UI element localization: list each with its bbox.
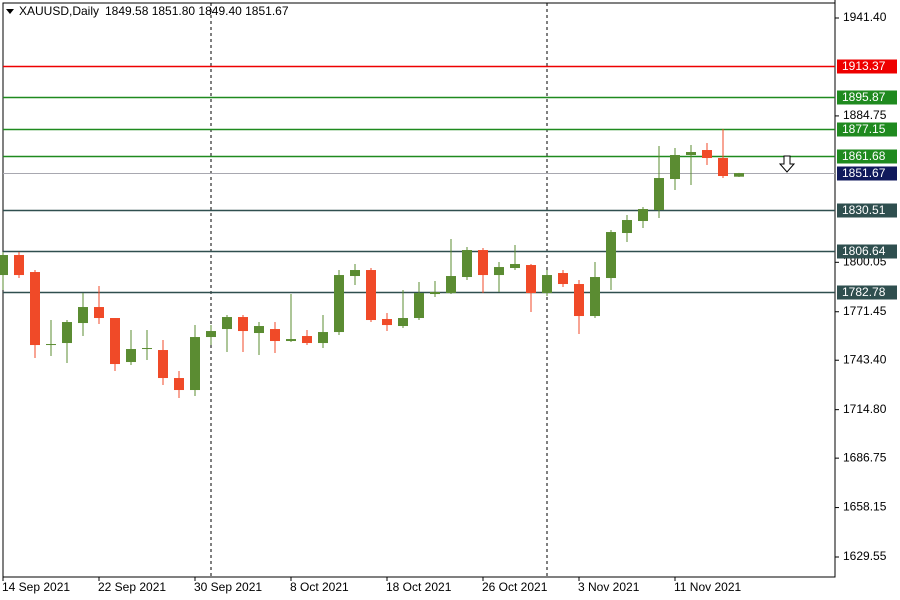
- candle-body: [270, 329, 280, 342]
- candle-body: [446, 276, 456, 294]
- x-tick-label: 14 Sep 2021: [2, 580, 70, 594]
- sell-arrow-icon: [778, 155, 796, 173]
- candle-body: [622, 220, 632, 234]
- candle-body: [222, 317, 232, 330]
- candle-body: [510, 264, 520, 269]
- ohlc-header: 1849.58 1851.80 1849.40 1851.67: [105, 4, 289, 18]
- candle-body: [238, 317, 248, 332]
- x-tick-label: 18 Oct 2021: [386, 580, 452, 594]
- y-tick-label: 1941.40: [843, 10, 887, 24]
- candle-body: [526, 265, 536, 294]
- candle-body: [430, 292, 440, 295]
- level-label-box: [837, 244, 897, 259]
- candle-body: [702, 150, 712, 159]
- candle-body: [190, 337, 200, 391]
- level-label: 1806.64: [842, 244, 886, 258]
- candle-body: [286, 339, 296, 342]
- candle-body: [142, 348, 152, 350]
- candle-body: [94, 307, 104, 319]
- candle-body: [0, 255, 8, 276]
- candle-body: [334, 275, 344, 333]
- level-label: 1861.68: [842, 149, 886, 163]
- candle-body: [670, 155, 680, 180]
- level-label-box: [837, 122, 897, 137]
- candle-body: [254, 326, 264, 334]
- candle-body: [78, 307, 88, 324]
- y-tick-label: 1771.45: [843, 304, 887, 318]
- candle-body: [174, 378, 184, 391]
- candle-body: [654, 178, 664, 211]
- candle-body: [318, 332, 328, 344]
- x-tick-label: 30 Sep 2021: [194, 580, 262, 594]
- y-tick-label: 1884.75: [843, 108, 887, 122]
- candle-body: [494, 267, 504, 276]
- candle-body: [366, 270, 376, 321]
- candle-body: [542, 275, 552, 294]
- y-tick-label: 1658.15: [843, 500, 887, 514]
- candle-body: [734, 173, 744, 177]
- candle-body: [62, 322, 72, 344]
- candle-body: [14, 255, 24, 276]
- candle-body: [158, 350, 168, 379]
- level-label-box: [837, 90, 897, 105]
- candle-body: [686, 152, 696, 156]
- candle-body: [110, 318, 120, 365]
- candle-body: [462, 250, 472, 278]
- level-label: 1830.51: [842, 203, 886, 217]
- candle-body: [574, 284, 584, 317]
- y-tick-label: 1686.75: [843, 450, 887, 464]
- level-label: 1782.78: [842, 285, 886, 299]
- x-tick-label: 22 Sep 2021: [98, 580, 166, 594]
- candle-body: [206, 331, 216, 338]
- symbol-menu-arrow[interactable]: [6, 9, 14, 14]
- chart-title: XAUUSD,Daily: [19, 4, 99, 18]
- level-label-box: [837, 59, 897, 74]
- x-tick-label: 11 Nov 2021: [674, 580, 741, 594]
- candle-body: [398, 318, 408, 327]
- y-tick-label: 1629.55: [843, 549, 887, 563]
- level-label-box: [837, 285, 897, 300]
- y-tick-label: 1743.40: [843, 352, 887, 366]
- last-price-box: [837, 166, 897, 181]
- last-price-label: 1851.67: [842, 166, 886, 180]
- candle-body: [126, 349, 136, 363]
- candle-body: [718, 158, 728, 177]
- x-tick-label: 3 Nov 2021: [578, 580, 640, 594]
- candle-body: [350, 270, 360, 277]
- level-label: 1913.37: [842, 59, 886, 73]
- candle-body: [302, 336, 312, 344]
- candle-body: [382, 319, 392, 326]
- candle-body: [46, 344, 56, 346]
- level-label: 1877.15: [842, 122, 886, 136]
- x-tick-label: 8 Oct 2021: [290, 580, 349, 594]
- candle-body: [30, 272, 40, 346]
- y-tick-label: 1714.80: [843, 402, 887, 416]
- level-label-box: [837, 203, 897, 218]
- level-label: 1895.87: [842, 90, 886, 104]
- candle-body: [638, 209, 648, 222]
- candle-body: [414, 293, 424, 319]
- candle-body: [478, 250, 488, 276]
- candle-body: [590, 277, 600, 317]
- candle-body: [558, 273, 568, 285]
- candle-body: [606, 232, 616, 279]
- level-label-box: [837, 149, 897, 164]
- x-tick-label: 26 Oct 2021: [482, 580, 548, 594]
